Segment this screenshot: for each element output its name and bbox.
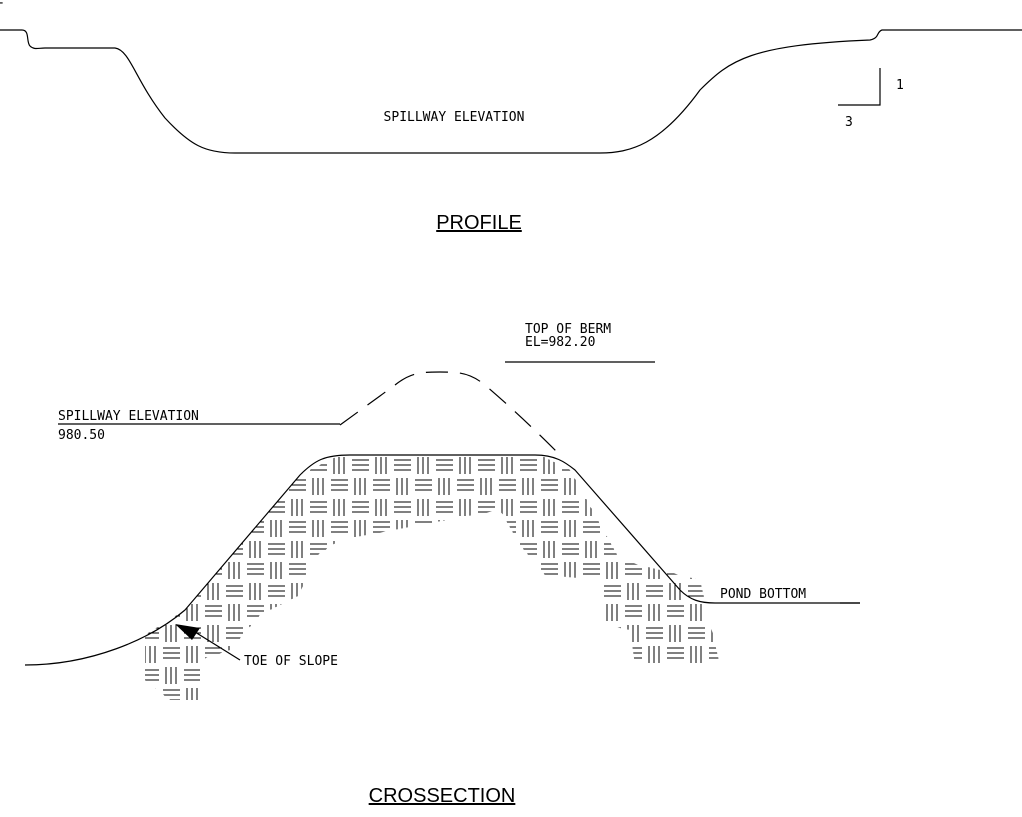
profile-label: SPILLWAY ELEVATION [384, 110, 525, 125]
hatching [145, 455, 720, 700]
toe-label: TOE OF SLOPE [244, 654, 338, 669]
berm-outline [339, 371, 561, 456]
toe-leader [194, 631, 241, 661]
corner-mark: F [0, 0, 4, 12]
pond-bottom: POND BOTTOM [720, 587, 806, 602]
toe-arrow [175, 624, 200, 640]
ground-line [24, 454, 860, 666]
berm-label: TOP OF BERM [525, 322, 611, 337]
profile-title: PROFILE [436, 212, 522, 234]
crossection-title: CROSSECTION [369, 785, 516, 807]
slope-triangle [838, 68, 881, 106]
berm-elevation: EL=982.20 [525, 335, 595, 350]
slope-run: 3 [845, 115, 853, 130]
spillway-elevation: 980.50 [58, 428, 105, 443]
profile-line [0, 29, 1022, 154]
spillway-label: SPILLWAY ELEVATION [58, 409, 199, 424]
slope-rise: 1 [896, 78, 904, 93]
